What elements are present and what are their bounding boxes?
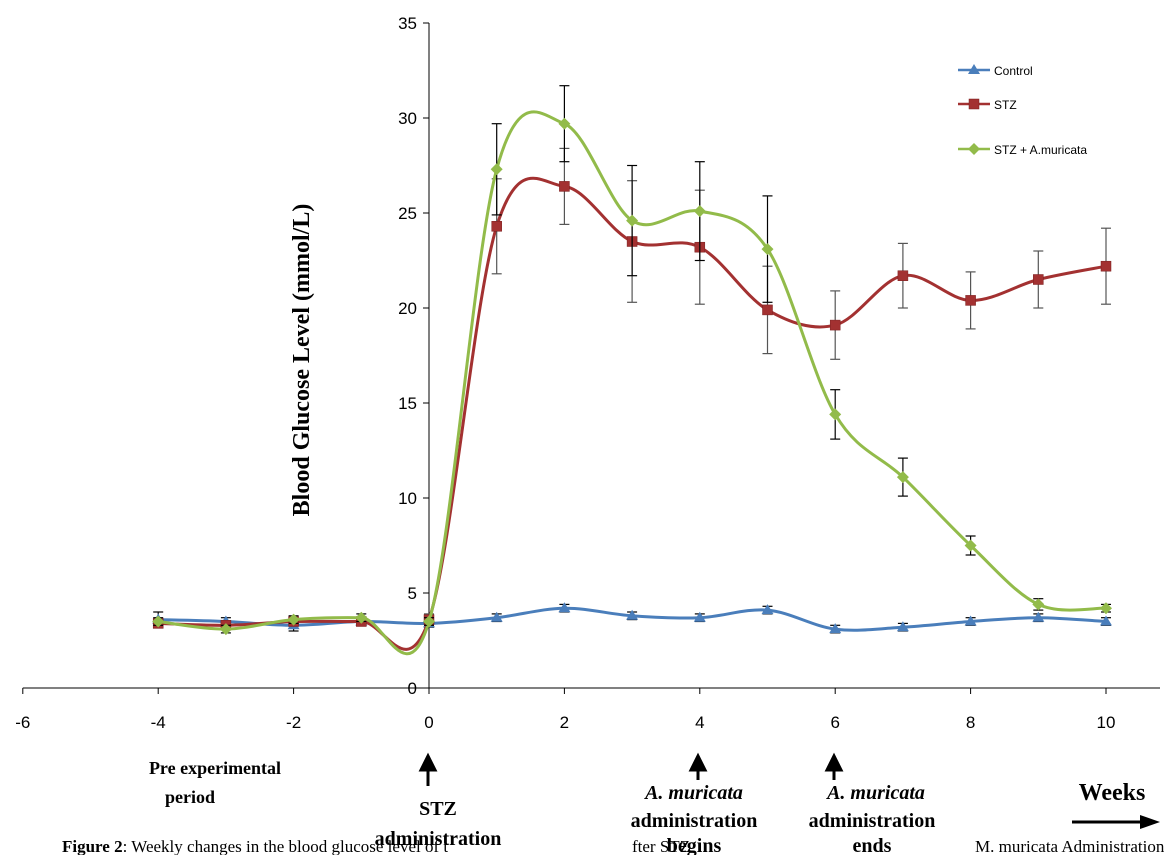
legend-label: STZ + A.muricata: [994, 143, 1087, 157]
data-point: [1032, 598, 1045, 611]
annotation-stz-line1: STZ: [419, 798, 457, 820]
data-point: [559, 181, 570, 192]
caption-text-left: : Weekly changes in the blood glucose le…: [123, 837, 449, 855]
arrow-up-icon: [824, 752, 844, 780]
data-point: [355, 611, 368, 624]
annotation-ends-italic: A. muricata: [825, 782, 925, 804]
annotation-stz: STZ administration: [375, 752, 502, 850]
caption-text-right: M. muricata Administration: [975, 837, 1164, 855]
legend: Control STZ STZ + A.muricata: [958, 64, 1087, 157]
x-tick-label: 2: [560, 713, 569, 732]
legend-label: STZ: [994, 98, 1017, 112]
data-point: [490, 163, 503, 176]
x-tick-label: -2: [286, 713, 301, 732]
annotation-begins-line2: administration: [631, 810, 758, 832]
data-point: [491, 221, 502, 232]
x-tick-label: 8: [966, 713, 975, 732]
y-tick-label: 25: [398, 204, 417, 223]
series-line: [158, 176, 1107, 651]
arrow-right-icon: [1140, 815, 1160, 829]
annotation-begins-italic: A. muricata: [643, 782, 743, 804]
data-point: [829, 319, 841, 331]
data-point: [897, 270, 909, 281]
legend-swatch-marker: [968, 98, 980, 110]
data-point: [558, 602, 571, 613]
annotation-stz-line2: administration: [375, 828, 502, 850]
data-point: [626, 609, 639, 620]
data-point: [1100, 602, 1112, 615]
data-point: [423, 615, 435, 628]
data-point: [693, 611, 706, 622]
x-tick-label: 4: [695, 713, 704, 732]
x-tick-label: 0: [424, 713, 433, 732]
data-point: [964, 615, 977, 626]
data-point: [829, 408, 842, 421]
annotation-ends-line3: ends: [853, 835, 892, 855]
annotation-ends-line2: administration: [809, 810, 936, 832]
data-point: [1100, 615, 1112, 626]
x-tick-label: 10: [1097, 713, 1116, 732]
caption-text-mid: fter STZ: [632, 837, 690, 855]
data-point: [693, 205, 706, 218]
y-tick-label: 10: [398, 489, 417, 508]
x-tick-label: -6: [15, 713, 30, 732]
y-tick-label: 20: [398, 299, 417, 318]
annotation-ends: A. muricata administration ends: [809, 752, 936, 855]
arrow-up-icon: [688, 752, 708, 780]
data-point: [829, 623, 842, 634]
annotation-pre-line1: Pre experimental: [149, 758, 281, 778]
y-tick-label: 30: [398, 109, 417, 128]
series-layer: [152, 85, 1112, 656]
legend-label: Control: [994, 64, 1033, 78]
data-point: [1100, 260, 1112, 272]
legend-swatch-marker: [968, 143, 980, 155]
data-point: [219, 623, 232, 636]
annotation-weeks: Weeks: [1072, 780, 1160, 829]
arrow-up-icon: [418, 752, 438, 786]
data-point: [761, 604, 774, 615]
caption-bold: Figure 2: [62, 837, 123, 855]
legend-swatch-marker: [968, 64, 980, 74]
x-tick-label: -4: [151, 713, 166, 732]
y-tick-label: 5: [408, 584, 417, 603]
annotation-pre-line2: period: [165, 787, 215, 807]
data-point: [558, 117, 571, 130]
figure-caption: Figure 2: Weekly changes in the blood gl…: [62, 837, 1164, 855]
y-axis-label: Blood Glucose Level (mmol/L): [289, 204, 315, 517]
data-point: [1033, 274, 1044, 285]
data-point: [965, 295, 976, 306]
y-tick-label: 15: [398, 394, 417, 413]
data-point: [626, 214, 639, 227]
y-tick-label: 35: [398, 14, 417, 33]
series-2: [152, 85, 1112, 656]
data-point: [896, 471, 909, 484]
data-point: [964, 539, 977, 552]
data-point: [896, 621, 909, 632]
data-point: [762, 304, 773, 316]
x-axis: -6 -4 -2 0 2 4 6 8 10: [15, 687, 1160, 732]
data-point: [761, 243, 774, 256]
annotation-begins-line3: begins: [667, 835, 722, 855]
weeks-label: Weeks: [1079, 780, 1146, 806]
data-point: [1032, 611, 1045, 622]
annotation-pre-experimental: Pre experimental period: [149, 758, 281, 807]
data-point: [287, 613, 300, 626]
annotation-begins: A. muricata administration begins: [631, 752, 758, 855]
data-point: [490, 611, 503, 622]
data-point: [152, 615, 165, 628]
x-tick-label: 6: [830, 713, 839, 732]
